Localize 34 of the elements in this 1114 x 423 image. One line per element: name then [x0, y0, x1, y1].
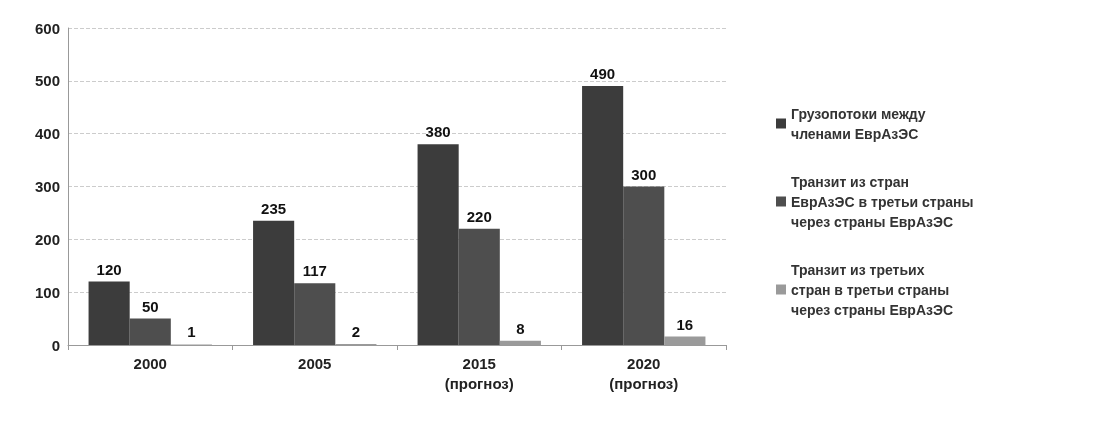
- data-label: 2: [351, 322, 361, 340]
- bar: [458, 228, 500, 345]
- bar: [294, 283, 336, 345]
- y-tick-label: 0: [51, 336, 60, 354]
- x-tick-label: 2005: [298, 354, 332, 372]
- data-label: 117: [302, 262, 327, 280]
- y-tick-label: 200: [34, 230, 60, 248]
- bar: [417, 144, 459, 345]
- y-tick-label: 300: [34, 178, 60, 195]
- legend-label: Транзит из стран ЕврАзЭС в третьи страны через страны ЕврАзЭС: [791, 173, 978, 230]
- data-label: 8: [516, 319, 525, 337]
- bar: [623, 186, 665, 345]
- bar: [582, 86, 624, 345]
- x-tick-label: 2020 (прогноз): [609, 354, 679, 392]
- data-label: 120: [96, 260, 122, 278]
- bar: [253, 220, 295, 345]
- y-tick-label: 100: [34, 283, 60, 301]
- data-label: 220: [466, 207, 492, 225]
- data-label: 1: [187, 323, 196, 341]
- data-label: 50: [141, 297, 159, 315]
- data-label: 16: [676, 315, 694, 333]
- data-label: 380: [425, 123, 451, 141]
- legend-label: Транзит из третьих стран в третьи страны через страны ЕврАзЭС: [791, 261, 954, 318]
- y-tick-label: 500: [34, 72, 60, 90]
- x-tick-label: 2015 (прогноз): [444, 354, 514, 392]
- data-label: 235: [261, 199, 287, 217]
- data-label: 300: [631, 165, 657, 183]
- y-tick-label: 400: [34, 125, 60, 143]
- legend-label: Грузопотоки между членами ЕврАзЭС: [791, 105, 930, 142]
- x-tick-label: 2000: [133, 354, 167, 372]
- data-label: 490: [590, 65, 616, 83]
- bar: [129, 318, 171, 345]
- y-tick-label: 600: [34, 19, 60, 37]
- bar: [88, 281, 130, 345]
